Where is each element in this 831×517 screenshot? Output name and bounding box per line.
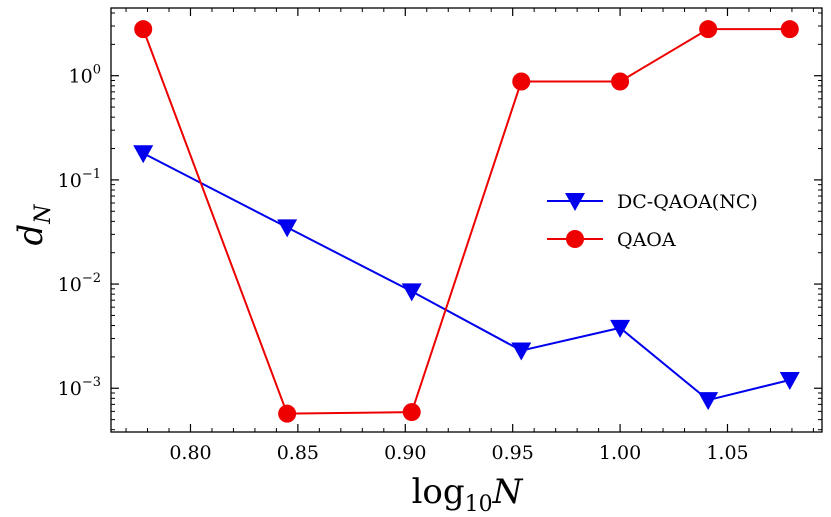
x-tick-label: 0.95 [492,442,534,464]
legend-marker-qaoa [566,230,584,248]
legend-label-qaoa: QAOA [617,229,676,251]
data-point-qaoa [278,404,297,423]
legend-marker-dc-qaoa [565,193,585,211]
data-point-qaoa [134,20,153,39]
data-point-qaoa [699,20,718,39]
data-point-qaoa [402,403,421,422]
data-point-qaoa [780,20,799,39]
x-tick-label: 0.85 [277,442,319,464]
series-line-qaoa [142,28,790,415]
legend-entry-qaoa: QAOA [547,229,676,251]
data-point-dc-qaoa-nc [401,283,422,302]
y-axis-label: dN [11,204,56,246]
legend: DC-QAOA(NC) QAOA [547,191,758,251]
x-axis-label: log10N [412,472,524,517]
axis-ticks [111,8,822,432]
data-point-dc-qaoa-nc [511,342,532,361]
y-tick-label: 10−1 [58,167,101,192]
y-tick-label: 100 [69,63,101,88]
plot-frame [110,7,823,433]
data-point-dc-qaoa-nc [698,392,719,411]
x-tick-label: 1.00 [599,442,641,464]
x-tick-label: 0.90 [384,442,426,464]
legend-entry-dc-qaoa: DC-QAOA(NC) [547,191,758,213]
data-point-dc-qaoa-nc [779,371,800,390]
y-tick-label: 10−3 [58,375,101,400]
data-point-dc-qaoa-nc [610,319,631,338]
x-tick-label: 0.80 [169,442,211,464]
data-point-qaoa [512,72,531,91]
legend-label-dc-qaoa: DC-QAOA(NC) [617,191,758,213]
y-tick-label: 10−2 [58,271,101,296]
data-point-dc-qaoa-nc [277,219,298,238]
tick-labels: 0.80 0.85 0.90 0.95 1.00 1.05 100 10−1 10−2 10−3 [58,63,749,464]
x-tick-label: 1.05 [706,442,748,464]
series-layer [133,20,800,423]
data-point-dc-qaoa-nc [133,145,154,164]
data-point-qaoa [611,72,630,91]
